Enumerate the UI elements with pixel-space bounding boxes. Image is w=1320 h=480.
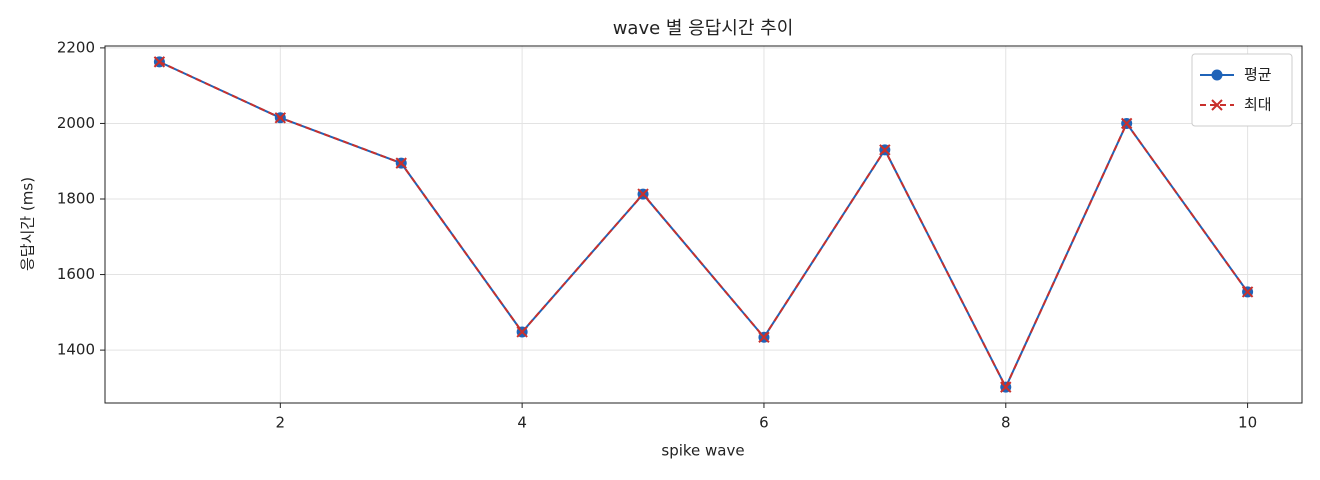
legend-label: 최대	[1244, 96, 1272, 114]
y-tick-label: 1800	[57, 190, 95, 208]
legend-marker	[1211, 69, 1223, 81]
marker	[516, 326, 528, 338]
x-tick-label: 4	[517, 414, 527, 432]
x-tick-label: 8	[1001, 414, 1011, 432]
marker	[879, 144, 891, 156]
y-tick-label: 1400	[57, 341, 95, 359]
y-tick-label: 1600	[57, 265, 95, 283]
marker	[153, 56, 166, 68]
y-tick-label: 2000	[57, 114, 95, 132]
x-tick-label: 2	[276, 414, 286, 432]
legend-label: 평균	[1244, 66, 1272, 84]
y-tick-label: 2200	[57, 38, 95, 56]
marker	[637, 188, 649, 200]
marker	[1120, 117, 1133, 130]
series-line	[158, 60, 1249, 390]
x-tick-label: 6	[759, 414, 769, 432]
x-tick-label: 10	[1238, 414, 1257, 432]
plot-frame	[104, 45, 1303, 404]
x-axis-label: spike wave	[661, 442, 744, 460]
marker	[274, 112, 287, 124]
legend-box	[1191, 53, 1293, 127]
legend-marker	[1211, 99, 1223, 111]
marker	[395, 157, 407, 169]
marker	[1241, 286, 1254, 298]
marker	[1000, 381, 1012, 393]
series-line	[158, 60, 1249, 390]
chart-title: wave 별 응답시간 추이	[613, 18, 794, 39]
y-axis-label: 응답시간 (ms)	[19, 177, 37, 271]
marker	[758, 331, 770, 343]
